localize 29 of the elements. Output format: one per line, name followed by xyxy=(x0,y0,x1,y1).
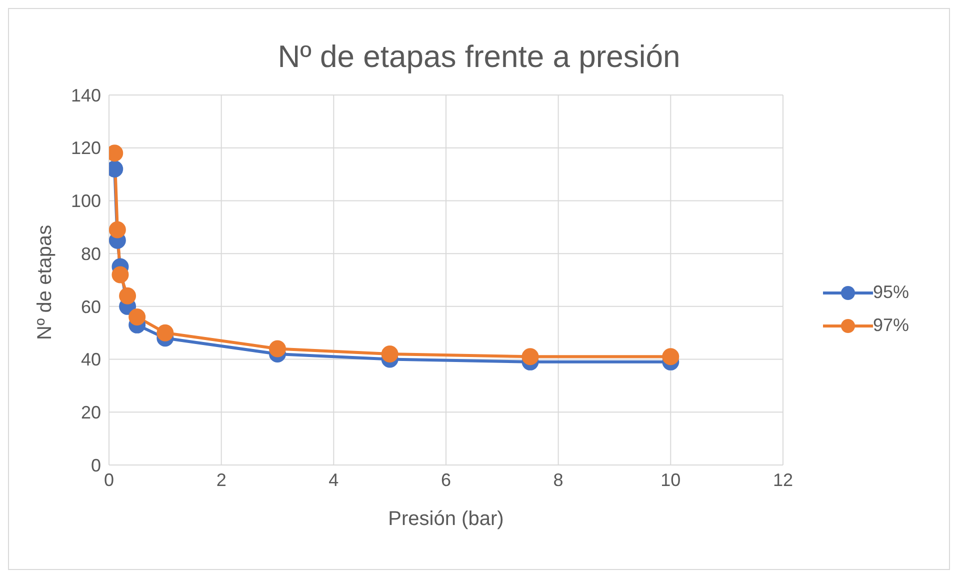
y-tick-label: 0 xyxy=(90,455,101,476)
y-tick-label: 100 xyxy=(70,191,101,212)
point xyxy=(128,308,146,326)
point xyxy=(381,346,398,362)
point xyxy=(119,287,136,304)
y-tick-label: 120 xyxy=(70,138,101,158)
x-tick-label: 8 xyxy=(553,470,564,490)
y-tick-label: 80 xyxy=(80,244,101,264)
x-tick-label: 0 xyxy=(104,470,114,490)
point xyxy=(156,324,174,342)
point xyxy=(112,266,129,284)
y-tick-label: 20 xyxy=(80,402,101,423)
x-tick-label: 12 xyxy=(772,470,793,490)
point xyxy=(522,348,539,366)
x-tick-label: 4 xyxy=(328,470,339,490)
x-tick-label: 2 xyxy=(216,470,226,490)
y-tick-label: 60 xyxy=(80,296,101,317)
point xyxy=(109,221,126,238)
chart-title: Nº de etapas frente a presión xyxy=(276,39,682,75)
y-tick-label: 140 xyxy=(70,85,101,106)
legend-label: 97% xyxy=(872,315,909,336)
y-tick-label: 40 xyxy=(80,350,101,370)
legend-label: 95% xyxy=(872,282,909,303)
point xyxy=(268,340,286,358)
point xyxy=(662,348,680,366)
y-axis-title: Nº de etapas xyxy=(34,224,56,340)
x-tick-label: 6 xyxy=(440,470,451,490)
x-tick-label: 10 xyxy=(660,470,681,490)
x-axis-title: Presión (bar) xyxy=(388,508,504,530)
